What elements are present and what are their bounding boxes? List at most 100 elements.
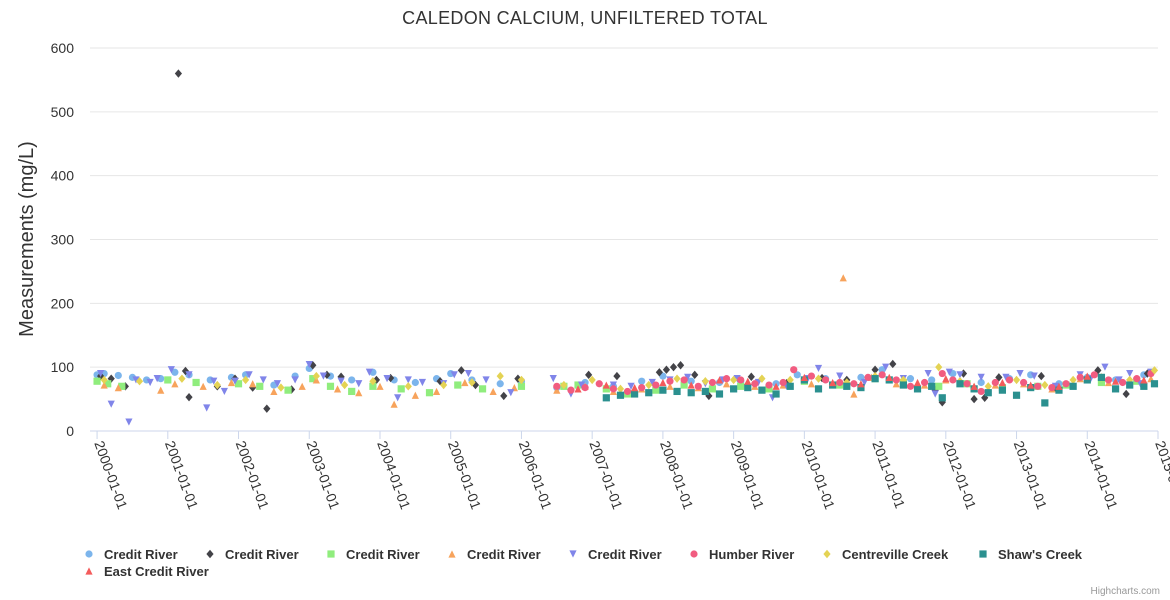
data-point[interactable]: [648, 378, 656, 387]
data-point[interactable]: [680, 381, 688, 389]
data-point[interactable]: [984, 389, 992, 397]
data-point[interactable]: [386, 373, 395, 383]
legend-symbol[interactable]: [823, 549, 831, 559]
legend-label[interactable]: Credit River: [467, 547, 541, 562]
credits-link[interactable]: Highcharts.com: [1091, 586, 1160, 597]
data-point[interactable]: [1083, 372, 1091, 380]
data-point[interactable]: [585, 370, 593, 380]
data-point[interactable]: [174, 69, 183, 78]
data-point[interactable]: [118, 382, 126, 390]
data-point[interactable]: [744, 383, 752, 392]
data-point[interactable]: [998, 378, 1006, 387]
data-point[interactable]: [638, 383, 646, 392]
data-point[interactable]: [662, 365, 671, 374]
data-point[interactable]: [517, 382, 526, 390]
legend-label[interactable]: Credit River: [588, 547, 662, 562]
data-point[interactable]: [411, 378, 419, 387]
data-point[interactable]: [970, 382, 978, 390]
data-point[interactable]: [814, 364, 823, 373]
data-point[interactable]: [638, 377, 646, 385]
data-point[interactable]: [284, 386, 292, 394]
data-point[interactable]: [836, 378, 844, 387]
data-point[interactable]: [319, 372, 328, 380]
data-point[interactable]: [938, 369, 946, 378]
data-point[interactable]: [1041, 380, 1049, 390]
data-point[interactable]: [602, 381, 610, 389]
data-point[interactable]: [616, 391, 625, 399]
data-point[interactable]: [167, 366, 175, 374]
data-point[interactable]: [323, 370, 331, 380]
data-point[interactable]: [772, 382, 780, 390]
data-point[interactable]: [981, 393, 989, 403]
data-point[interactable]: [751, 380, 759, 388]
data-point[interactable]: [135, 377, 144, 386]
data-point[interactable]: [701, 387, 709, 396]
data-point[interactable]: [93, 377, 101, 385]
data-point[interactable]: [938, 394, 946, 402]
data-point[interactable]: [1097, 378, 1106, 387]
data-point[interactable]: [1012, 391, 1021, 399]
data-point[interactable]: [369, 377, 377, 386]
data-point[interactable]: [977, 373, 985, 381]
data-point[interactable]: [114, 371, 122, 380]
data-point[interactable]: [454, 381, 462, 389]
data-point[interactable]: [1034, 382, 1042, 390]
data-point[interactable]: [1027, 381, 1035, 389]
data-point[interactable]: [1133, 375, 1141, 383]
data-point[interactable]: [956, 380, 964, 388]
legend-symbol[interactable]: [569, 550, 577, 558]
data-point[interactable]: [913, 378, 922, 387]
legend-symbol[interactable]: [85, 550, 93, 558]
data-point[interactable]: [333, 385, 342, 393]
legend-symbol[interactable]: [448, 550, 456, 558]
data-point[interactable]: [701, 377, 709, 386]
data-point[interactable]: [758, 386, 766, 394]
legend-item[interactable]: Credit River: [206, 547, 299, 562]
legend-item[interactable]: Credit River: [327, 547, 420, 562]
data-point[interactable]: [1055, 386, 1063, 394]
data-point[interactable]: [153, 375, 161, 383]
data-point[interactable]: [355, 389, 363, 397]
data-point[interactable]: [273, 380, 282, 388]
data-point[interactable]: [210, 377, 218, 385]
data-point[interactable]: [676, 361, 685, 370]
data-point[interactable]: [104, 380, 112, 388]
data-point[interactable]: [850, 390, 858, 398]
data-point[interactable]: [227, 378, 236, 387]
legend-label[interactable]: East Credit River: [104, 564, 209, 579]
data-point[interactable]: [107, 400, 115, 408]
data-point[interactable]: [1090, 371, 1098, 379]
data-point[interactable]: [390, 400, 398, 408]
data-point[interactable]: [920, 378, 929, 387]
data-point[interactable]: [669, 362, 678, 372]
data-point[interactable]: [850, 380, 858, 388]
data-point[interactable]: [114, 383, 122, 392]
data-point[interactable]: [631, 390, 639, 398]
data-point[interactable]: [715, 376, 724, 384]
data-point[interactable]: [758, 374, 766, 383]
data-point[interactable]: [821, 376, 830, 384]
data-point[interactable]: [1030, 372, 1038, 380]
data-point[interactable]: [1111, 385, 1120, 393]
data-point[interactable]: [220, 387, 228, 396]
data-point[interactable]: [790, 366, 798, 374]
data-point[interactable]: [765, 381, 773, 389]
data-point[interactable]: [673, 387, 681, 396]
data-point[interactable]: [722, 380, 731, 388]
data-point[interactable]: [984, 382, 992, 391]
data-point[interactable]: [461, 378, 469, 387]
legend-symbol[interactable]: [327, 550, 335, 558]
data-point[interactable]: [171, 380, 179, 388]
data-point[interactable]: [959, 369, 968, 378]
data-point[interactable]: [348, 387, 356, 396]
data-point[interactable]: [744, 377, 752, 385]
data-point[interactable]: [687, 389, 695, 397]
data-point[interactable]: [765, 385, 773, 393]
data-point[interactable]: [970, 394, 978, 404]
legend-item[interactable]: East Credit River: [85, 564, 209, 579]
data-point[interactable]: [489, 387, 497, 396]
data-point[interactable]: [178, 374, 186, 383]
data-point[interactable]: [553, 386, 561, 394]
data-point[interactable]: [567, 386, 575, 394]
data-point[interactable]: [829, 378, 837, 387]
